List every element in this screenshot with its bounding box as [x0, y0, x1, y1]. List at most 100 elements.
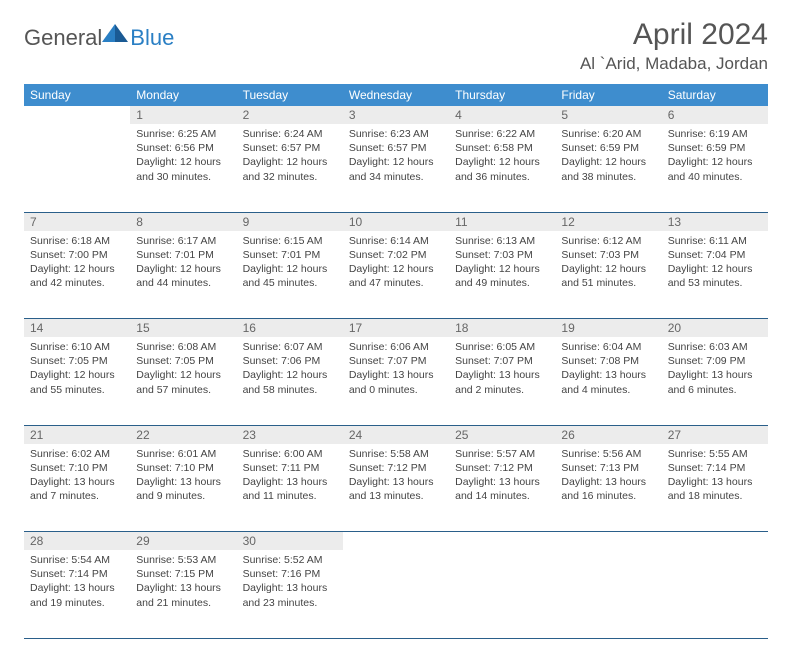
calendar-cell: Sunrise: 6:04 AMSunset: 7:08 PMDaylight:… — [555, 337, 661, 425]
calendar-cell: Sunrise: 6:24 AMSunset: 6:57 PMDaylight:… — [237, 124, 343, 212]
sunset-text: Sunset: 7:04 PM — [668, 248, 762, 262]
sunrise-text: Sunrise: 6:23 AM — [349, 127, 443, 141]
day-header: Saturday — [662, 84, 768, 106]
location: Al `Arid, Madaba, Jordan — [580, 54, 768, 74]
day-number: 14 — [24, 319, 130, 337]
sunset-text: Sunset: 7:10 PM — [136, 461, 230, 475]
daylight-line2: and 51 minutes. — [561, 276, 655, 290]
sunset-text: Sunset: 7:06 PM — [243, 354, 337, 368]
calendar-cell: Sunrise: 6:07 AMSunset: 7:06 PMDaylight:… — [237, 337, 343, 425]
day-number: 30 — [237, 532, 343, 550]
calendar-cell — [24, 124, 130, 212]
sunrise-text: Sunrise: 6:17 AM — [136, 234, 230, 248]
calendar-cell: Sunrise: 5:55 AMSunset: 7:14 PMDaylight:… — [662, 444, 768, 532]
day-number: 4 — [449, 106, 555, 124]
calendar-cell: Sunrise: 6:11 AMSunset: 7:04 PMDaylight:… — [662, 231, 768, 319]
sunrise-text: Sunrise: 5:53 AM — [136, 553, 230, 567]
daylight-line1: Daylight: 12 hours — [668, 155, 762, 169]
calendar-cell — [555, 550, 661, 638]
sunrise-text: Sunrise: 6:14 AM — [349, 234, 443, 248]
sunset-text: Sunset: 6:57 PM — [349, 141, 443, 155]
sunrise-text: Sunrise: 5:57 AM — [455, 447, 549, 461]
daylight-line1: Daylight: 13 hours — [668, 475, 762, 489]
daylight-line2: and 49 minutes. — [455, 276, 549, 290]
calendar-cell: Sunrise: 6:18 AMSunset: 7:00 PMDaylight:… — [24, 231, 130, 319]
day-number: 23 — [237, 426, 343, 444]
day-header: Sunday — [24, 84, 130, 106]
page: General Blue April 2024 Al `Arid, Madaba… — [0, 0, 792, 657]
sunrise-text: Sunrise: 6:22 AM — [455, 127, 549, 141]
day-number: 12 — [555, 213, 661, 231]
day-number: 6 — [662, 106, 768, 124]
sunset-text: Sunset: 7:12 PM — [349, 461, 443, 475]
day-number: 26 — [555, 426, 661, 444]
day-header: Thursday — [449, 84, 555, 106]
daylight-line2: and 38 minutes. — [561, 170, 655, 184]
calendar-cell: Sunrise: 6:15 AMSunset: 7:01 PMDaylight:… — [237, 231, 343, 319]
sunrise-text: Sunrise: 5:58 AM — [349, 447, 443, 461]
daylight-line1: Daylight: 12 hours — [30, 262, 124, 276]
title-block: April 2024 Al `Arid, Madaba, Jordan — [580, 18, 768, 74]
daylight-line1: Daylight: 13 hours — [668, 368, 762, 382]
sunset-text: Sunset: 7:12 PM — [455, 461, 549, 475]
daylight-line2: and 2 minutes. — [455, 383, 549, 397]
day-number: 28 — [24, 532, 130, 550]
calendar-cell: Sunrise: 6:01 AMSunset: 7:10 PMDaylight:… — [130, 444, 236, 532]
daylight-line2: and 53 minutes. — [668, 276, 762, 290]
daylight-line1: Daylight: 12 hours — [455, 155, 549, 169]
day-number: 21 — [24, 426, 130, 444]
sunrise-text: Sunrise: 6:00 AM — [243, 447, 337, 461]
daylight-line2: and 40 minutes. — [668, 170, 762, 184]
sunrise-text: Sunrise: 5:56 AM — [561, 447, 655, 461]
sunrise-text: Sunrise: 5:54 AM — [30, 553, 124, 567]
sunset-text: Sunset: 7:01 PM — [243, 248, 337, 262]
brand-part1: General — [24, 25, 102, 51]
calendar-cell: Sunrise: 6:23 AMSunset: 6:57 PMDaylight:… — [343, 124, 449, 212]
calendar-cell: Sunrise: 6:22 AMSunset: 6:58 PMDaylight:… — [449, 124, 555, 212]
day-number: 3 — [343, 106, 449, 124]
sunrise-text: Sunrise: 5:52 AM — [243, 553, 337, 567]
month-title: April 2024 — [580, 18, 768, 52]
sunrise-text: Sunrise: 6:05 AM — [455, 340, 549, 354]
sunset-text: Sunset: 7:09 PM — [668, 354, 762, 368]
daylight-line1: Daylight: 12 hours — [561, 155, 655, 169]
sunrise-text: Sunrise: 6:07 AM — [243, 340, 337, 354]
daylight-line1: Daylight: 12 hours — [243, 262, 337, 276]
day-number: 22 — [130, 426, 236, 444]
daylight-line2: and 34 minutes. — [349, 170, 443, 184]
brand-part2: Blue — [130, 25, 174, 51]
daylight-line2: and 16 minutes. — [561, 489, 655, 503]
day-header: Tuesday — [237, 84, 343, 106]
daylight-line2: and 11 minutes. — [243, 489, 337, 503]
day-number: 29 — [130, 532, 236, 550]
day-number: 9 — [237, 213, 343, 231]
sunset-text: Sunset: 7:05 PM — [30, 354, 124, 368]
day-number: 24 — [343, 426, 449, 444]
sunset-text: Sunset: 7:02 PM — [349, 248, 443, 262]
daylight-line2: and 14 minutes. — [455, 489, 549, 503]
daylight-line2: and 58 minutes. — [243, 383, 337, 397]
day-number: 15 — [130, 319, 236, 337]
daylight-line1: Daylight: 12 hours — [136, 368, 230, 382]
sunrise-text: Sunrise: 6:19 AM — [668, 127, 762, 141]
calendar-cell: Sunrise: 6:14 AMSunset: 7:02 PMDaylight:… — [343, 231, 449, 319]
sunset-text: Sunset: 6:57 PM — [243, 141, 337, 155]
day-number: 16 — [237, 319, 343, 337]
sunset-text: Sunset: 6:58 PM — [455, 141, 549, 155]
sunset-text: Sunset: 7:03 PM — [455, 248, 549, 262]
triangle-icon — [102, 24, 128, 42]
sunset-text: Sunset: 7:15 PM — [136, 567, 230, 581]
calendar-cell — [449, 550, 555, 638]
sunrise-text: Sunrise: 6:25 AM — [136, 127, 230, 141]
sunset-text: Sunset: 7:13 PM — [561, 461, 655, 475]
daylight-line1: Daylight: 12 hours — [668, 262, 762, 276]
calendar-cell: Sunrise: 6:13 AMSunset: 7:03 PMDaylight:… — [449, 231, 555, 319]
calendar-cell: Sunrise: 5:56 AMSunset: 7:13 PMDaylight:… — [555, 444, 661, 532]
daylight-line1: Daylight: 12 hours — [349, 262, 443, 276]
daylight-line2: and 18 minutes. — [668, 489, 762, 503]
daylight-line1: Daylight: 12 hours — [455, 262, 549, 276]
day-number: 18 — [449, 319, 555, 337]
daylight-line1: Daylight: 13 hours — [243, 581, 337, 595]
sunrise-text: Sunrise: 6:12 AM — [561, 234, 655, 248]
day-number: 8 — [130, 213, 236, 231]
